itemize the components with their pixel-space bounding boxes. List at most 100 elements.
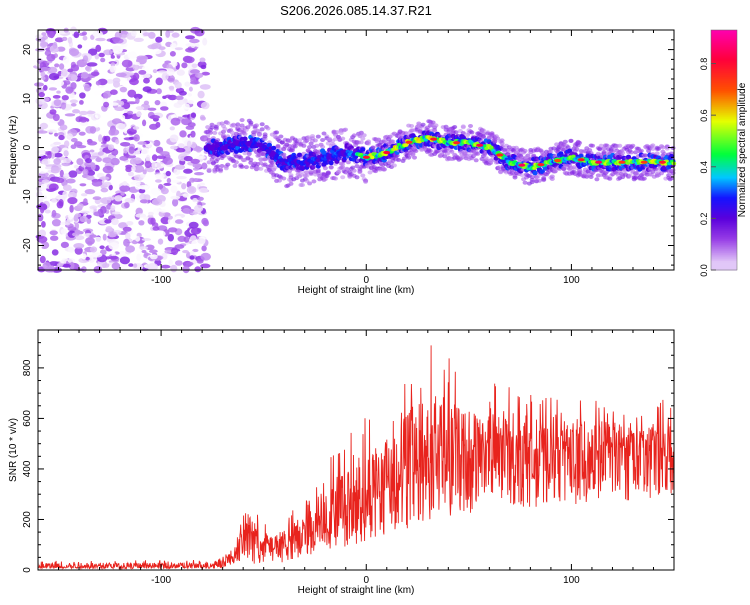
heatmap-noise-cell <box>88 255 95 263</box>
heatmap-halo-cell <box>248 160 254 165</box>
y-tick-label: 200 <box>22 511 33 528</box>
heatmap-halo-cell <box>449 149 455 154</box>
heatmap-noise-cell <box>62 191 68 199</box>
heatmap-noise-cell <box>48 73 60 81</box>
heatmap-noise-cell <box>166 177 172 184</box>
heatmap-noise-cell <box>51 209 57 218</box>
heatmap-noise-cell <box>103 90 113 98</box>
heatmap-noise-cell <box>57 132 65 136</box>
heatmap-halo-cell <box>311 165 317 169</box>
heatmap-noise-cell <box>87 141 98 146</box>
heatmap-noise-cell <box>89 126 97 134</box>
colorbar-strip <box>711 68 737 71</box>
heatmap-noise-cell <box>62 55 70 64</box>
heatmap-noise-cell <box>102 263 110 268</box>
colorbar-strip <box>711 126 737 129</box>
heatmap-halo-cell <box>340 136 346 141</box>
heatmap-noise-cell <box>152 226 160 231</box>
heatmap-noise-cell <box>56 201 64 209</box>
heatmap-noise-cell <box>68 191 77 199</box>
colorbar-strip <box>711 52 737 55</box>
heatmap-noise-cell <box>70 103 77 107</box>
heatmap-noise-cell <box>156 88 162 95</box>
heatmap-noise-cell <box>82 168 89 176</box>
colorbar-strip <box>711 64 737 67</box>
heatmap-noise-cell <box>110 89 118 95</box>
heatmap-noise-cell <box>73 164 79 169</box>
colorbar-strip <box>711 56 737 59</box>
heatmap-noise-cell <box>168 227 178 233</box>
heatmap-noise-cell <box>138 70 147 75</box>
y-tick-label: 20 <box>22 44 33 56</box>
heatmap-noise-cell <box>170 195 181 200</box>
colorbar-strip <box>711 232 737 235</box>
heatmap-noise-cell <box>84 189 96 195</box>
heatmap-noise-cell <box>139 184 149 190</box>
heatmap-noise-cell <box>89 246 98 253</box>
heatmap-halo-cell <box>345 160 351 165</box>
heatmap-noise-cell <box>79 100 84 105</box>
heatmap-peak-cell <box>554 159 562 163</box>
heatmap-noise-cell <box>160 187 169 195</box>
heatmap-noise-cell <box>86 62 98 67</box>
heatmap-halo-cell <box>281 176 287 181</box>
colorbar: 0.0 0.2 0.4 0.6 0.8 Normalized spectral ampl… <box>699 29 748 277</box>
heatmap-noise-cell <box>54 79 65 87</box>
heatmap-halo-cell <box>453 130 459 135</box>
spectrogram-plot-frame <box>37 29 675 271</box>
heatmap-noise-cell <box>69 261 75 270</box>
heatmap-noise-cell <box>195 72 204 78</box>
heatmap-peak-cell <box>476 143 484 147</box>
heatmap-noise-cell <box>138 188 146 194</box>
heatmap-halo-cell <box>468 124 473 128</box>
y-tick-label: 600 <box>22 410 33 427</box>
colorbar-strip <box>711 34 737 37</box>
colorbar-strip <box>711 256 737 259</box>
heatmap-noise-cell <box>110 157 120 166</box>
heatmap-noise-cell <box>35 34 43 39</box>
heatmap-noise-cell <box>91 252 103 258</box>
colorbar-tick-label: 0.4 <box>699 161 709 174</box>
heatmap-halo-cell <box>248 120 254 125</box>
heatmap-noise-cell <box>131 165 136 172</box>
heatmap-noise-cell <box>60 102 67 110</box>
heatmap-halo-cell <box>235 122 241 127</box>
heatmap-halo-cell <box>350 165 356 170</box>
heatmap-halo-cell <box>259 122 265 127</box>
figure-title: S206.2026.085.14.37.R21 <box>280 3 432 18</box>
heatmap-halo-cell <box>344 166 350 171</box>
heatmap-noise-cell <box>68 213 73 220</box>
heatmap-noise-cell <box>39 195 47 200</box>
heatmap-halo-cell <box>287 169 292 174</box>
heatmap-noise-cell <box>36 235 48 243</box>
colorbar-strip <box>711 120 737 123</box>
heatmap-noise-cell <box>110 205 116 211</box>
heatmap-noise-cell <box>155 173 165 180</box>
heatmap-noise-cell <box>168 259 173 266</box>
heatmap-halo-cell <box>225 121 231 126</box>
heatmap-noise-cell <box>120 142 131 147</box>
heatmap-halo-cell <box>630 143 636 148</box>
heatmap-halo-cell <box>650 143 656 148</box>
heatmap-halo-cell <box>430 120 436 125</box>
heatmap-noise-cell <box>182 250 189 254</box>
colorbar-strip <box>711 254 737 257</box>
heatmap-noise-cell <box>63 184 72 191</box>
heatmap-halo-cell <box>427 149 433 153</box>
colorbar-tick-label: 0.8 <box>699 58 709 71</box>
heatmap-noise-cell <box>38 198 44 203</box>
heatmap-halo-cell <box>277 178 282 183</box>
heatmap-noise-cell <box>202 37 208 46</box>
heatmap-noise-cell <box>122 226 132 232</box>
heatmap-halo-cell <box>357 169 363 174</box>
heatmap-halo-cell <box>617 143 623 148</box>
heatmap-halo-cell <box>322 166 328 171</box>
heatmap-noise-cell <box>169 134 179 143</box>
heatmap-halo-cell <box>641 176 647 181</box>
heatmap-noise-cell <box>78 131 86 136</box>
heatmap-halo-cell <box>333 176 338 181</box>
heatmap-noise-cell <box>185 261 194 266</box>
spectrogram-x-axis-label: Height of straight line (km) <box>298 285 415 296</box>
colorbar-strip <box>711 250 737 253</box>
heatmap-noise-cell <box>184 81 191 87</box>
